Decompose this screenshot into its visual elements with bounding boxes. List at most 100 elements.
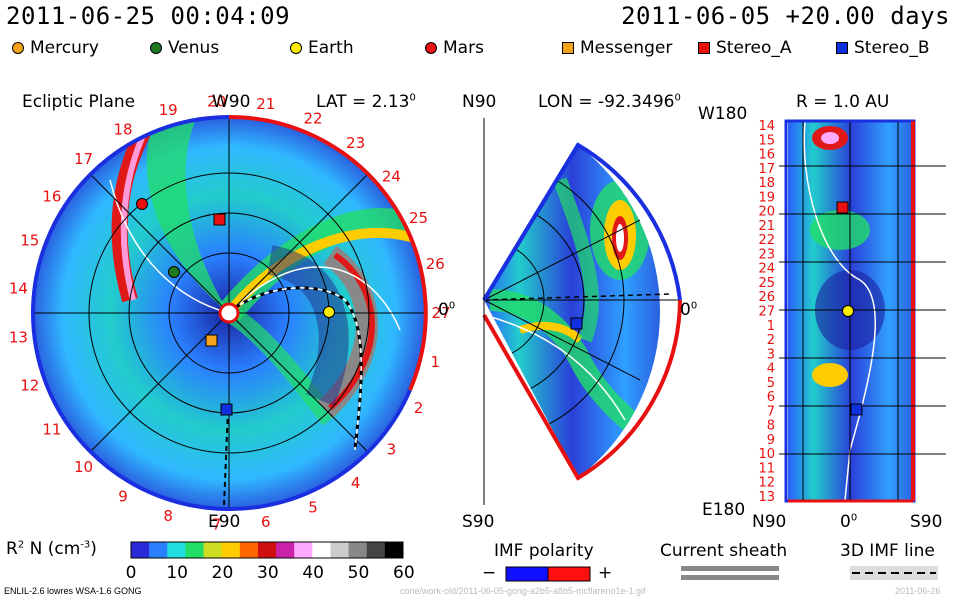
colorbar-segment bbox=[203, 542, 223, 558]
legend-label: Stereo_A bbox=[716, 38, 792, 58]
colorbar-segment bbox=[366, 542, 386, 558]
current-sheath-title: Current sheath bbox=[660, 541, 788, 561]
colorbar-tick: 50 bbox=[347, 563, 370, 583]
density-colorbar bbox=[131, 542, 404, 558]
mars-legend-marker bbox=[425, 42, 437, 54]
row-label: 19 bbox=[758, 190, 775, 205]
colorbar-tick: 30 bbox=[257, 563, 279, 583]
mars-marker bbox=[136, 198, 148, 210]
rim-number: 16 bbox=[42, 188, 61, 206]
rim-number: 22 bbox=[303, 109, 322, 127]
colorbar-segment bbox=[257, 542, 277, 558]
stereo-a-marker bbox=[213, 213, 226, 226]
r-label: R = 1.0 AU bbox=[796, 92, 890, 112]
row-label: 4 bbox=[767, 362, 775, 377]
stereo-a-legend-marker bbox=[698, 42, 710, 54]
colorbar-tick: 60 bbox=[393, 563, 415, 583]
carrington-row-labels: 1415161718192021222324252627123456789101… bbox=[758, 119, 775, 505]
rim-number: 18 bbox=[113, 120, 132, 138]
legend-earth: Earth bbox=[290, 38, 354, 58]
row-label: 24 bbox=[758, 262, 775, 277]
imf-polarity-title: IMF polarity bbox=[494, 541, 594, 561]
row-label: 1 bbox=[767, 319, 775, 334]
row-label: 20 bbox=[758, 205, 775, 220]
legend-label: Venus bbox=[168, 38, 220, 58]
legend-venus: Venus bbox=[150, 38, 219, 58]
rim-number: 20 bbox=[207, 92, 226, 110]
colorbar-segment bbox=[167, 542, 186, 558]
file-path: cone/work-old/2011-06-05-gong-a2b5-a8b5-… bbox=[400, 586, 646, 596]
stereo-b-marker-mid bbox=[570, 317, 583, 330]
imf-plus-label: + bbox=[598, 563, 613, 583]
imf-minus-label: − bbox=[482, 563, 497, 583]
legend-messenger: Messenger bbox=[562, 38, 672, 58]
earth-legend-marker bbox=[290, 42, 302, 54]
legend-label: Earth bbox=[308, 38, 354, 58]
legend-mars: Mars bbox=[425, 38, 484, 58]
rim-number: 15 bbox=[20, 232, 39, 250]
rim-number: 13 bbox=[9, 329, 28, 347]
rim-number: 25 bbox=[409, 209, 428, 227]
s90-label: S90 bbox=[462, 512, 495, 532]
w180-label: W180 bbox=[698, 104, 748, 124]
messenger-legend-marker bbox=[562, 42, 574, 54]
rim-number: 10 bbox=[74, 458, 93, 476]
colorbar-tick: 10 bbox=[166, 563, 188, 583]
row-label: 17 bbox=[758, 162, 775, 177]
ecliptic-plane-title: Ecliptic Plane bbox=[22, 92, 136, 112]
colorbar-segment bbox=[294, 542, 313, 558]
row-label: 2 bbox=[767, 333, 775, 348]
legend-label: Mars bbox=[443, 38, 484, 58]
meridional-panel bbox=[482, 118, 682, 505]
rim-number: 24 bbox=[382, 168, 401, 186]
rim-number: 1 bbox=[431, 353, 441, 371]
row-label: 12 bbox=[758, 476, 775, 491]
venus-legend-marker bbox=[150, 42, 162, 54]
row-label: 8 bbox=[767, 419, 775, 434]
ecliptic-plane-panel bbox=[30, 114, 428, 512]
rim-number: 17 bbox=[74, 150, 93, 168]
imf3d-title: 3D IMF line bbox=[840, 541, 935, 561]
timestamp: 2011-06-25 00:04:09 bbox=[6, 2, 291, 30]
row-label: 18 bbox=[758, 176, 775, 191]
row-label: 21 bbox=[758, 219, 775, 234]
colorbar-segment bbox=[348, 542, 368, 558]
colorbar-segment bbox=[312, 542, 331, 558]
model-info: ENLIL-2.6 lowres WSA-1.6 GONG bbox=[4, 586, 142, 596]
row-label: 27 bbox=[758, 305, 775, 320]
row-label: 15 bbox=[758, 133, 775, 148]
colorbar-tick: 0 bbox=[125, 563, 137, 583]
row-label: 6 bbox=[767, 390, 775, 405]
legend-stereo-b: Stereo_B bbox=[836, 38, 930, 58]
messenger-marker bbox=[205, 334, 218, 347]
imf-polarity-positive bbox=[547, 566, 591, 582]
rim-number: 14 bbox=[9, 279, 28, 297]
row-label: 13 bbox=[758, 490, 775, 505]
left-zero-label: 00 bbox=[438, 300, 456, 320]
colorbar-segment bbox=[221, 542, 241, 558]
colorbar-segment bbox=[131, 542, 150, 558]
venus-marker bbox=[168, 266, 180, 278]
row-label: 25 bbox=[758, 276, 775, 291]
mid-zero-label: 00 bbox=[680, 300, 698, 320]
rim-number: 19 bbox=[159, 101, 178, 119]
rim-number: 23 bbox=[346, 134, 365, 152]
row-label: 10 bbox=[758, 447, 775, 462]
row-label: 5 bbox=[767, 376, 775, 391]
row-label: 26 bbox=[758, 290, 775, 305]
stereo-a-marker-map bbox=[836, 201, 849, 214]
colorbar-segment bbox=[149, 542, 168, 558]
legend-stereo-a: Stereo_A bbox=[698, 38, 792, 58]
legend-label: Stereo_B bbox=[854, 38, 930, 58]
colorbar-tick: 20 bbox=[211, 563, 234, 583]
stereo-b-marker-map bbox=[850, 403, 863, 416]
legend-mercury: Mercury bbox=[12, 38, 99, 58]
row-label: 3 bbox=[767, 347, 775, 362]
colorbar-tick: 40 bbox=[302, 563, 324, 583]
rim-number: 21 bbox=[256, 95, 275, 113]
colorbar-segment bbox=[239, 542, 259, 558]
rim-number: 26 bbox=[426, 255, 445, 273]
legend-label: Messenger bbox=[580, 38, 673, 58]
rim-number: 9 bbox=[118, 488, 128, 506]
